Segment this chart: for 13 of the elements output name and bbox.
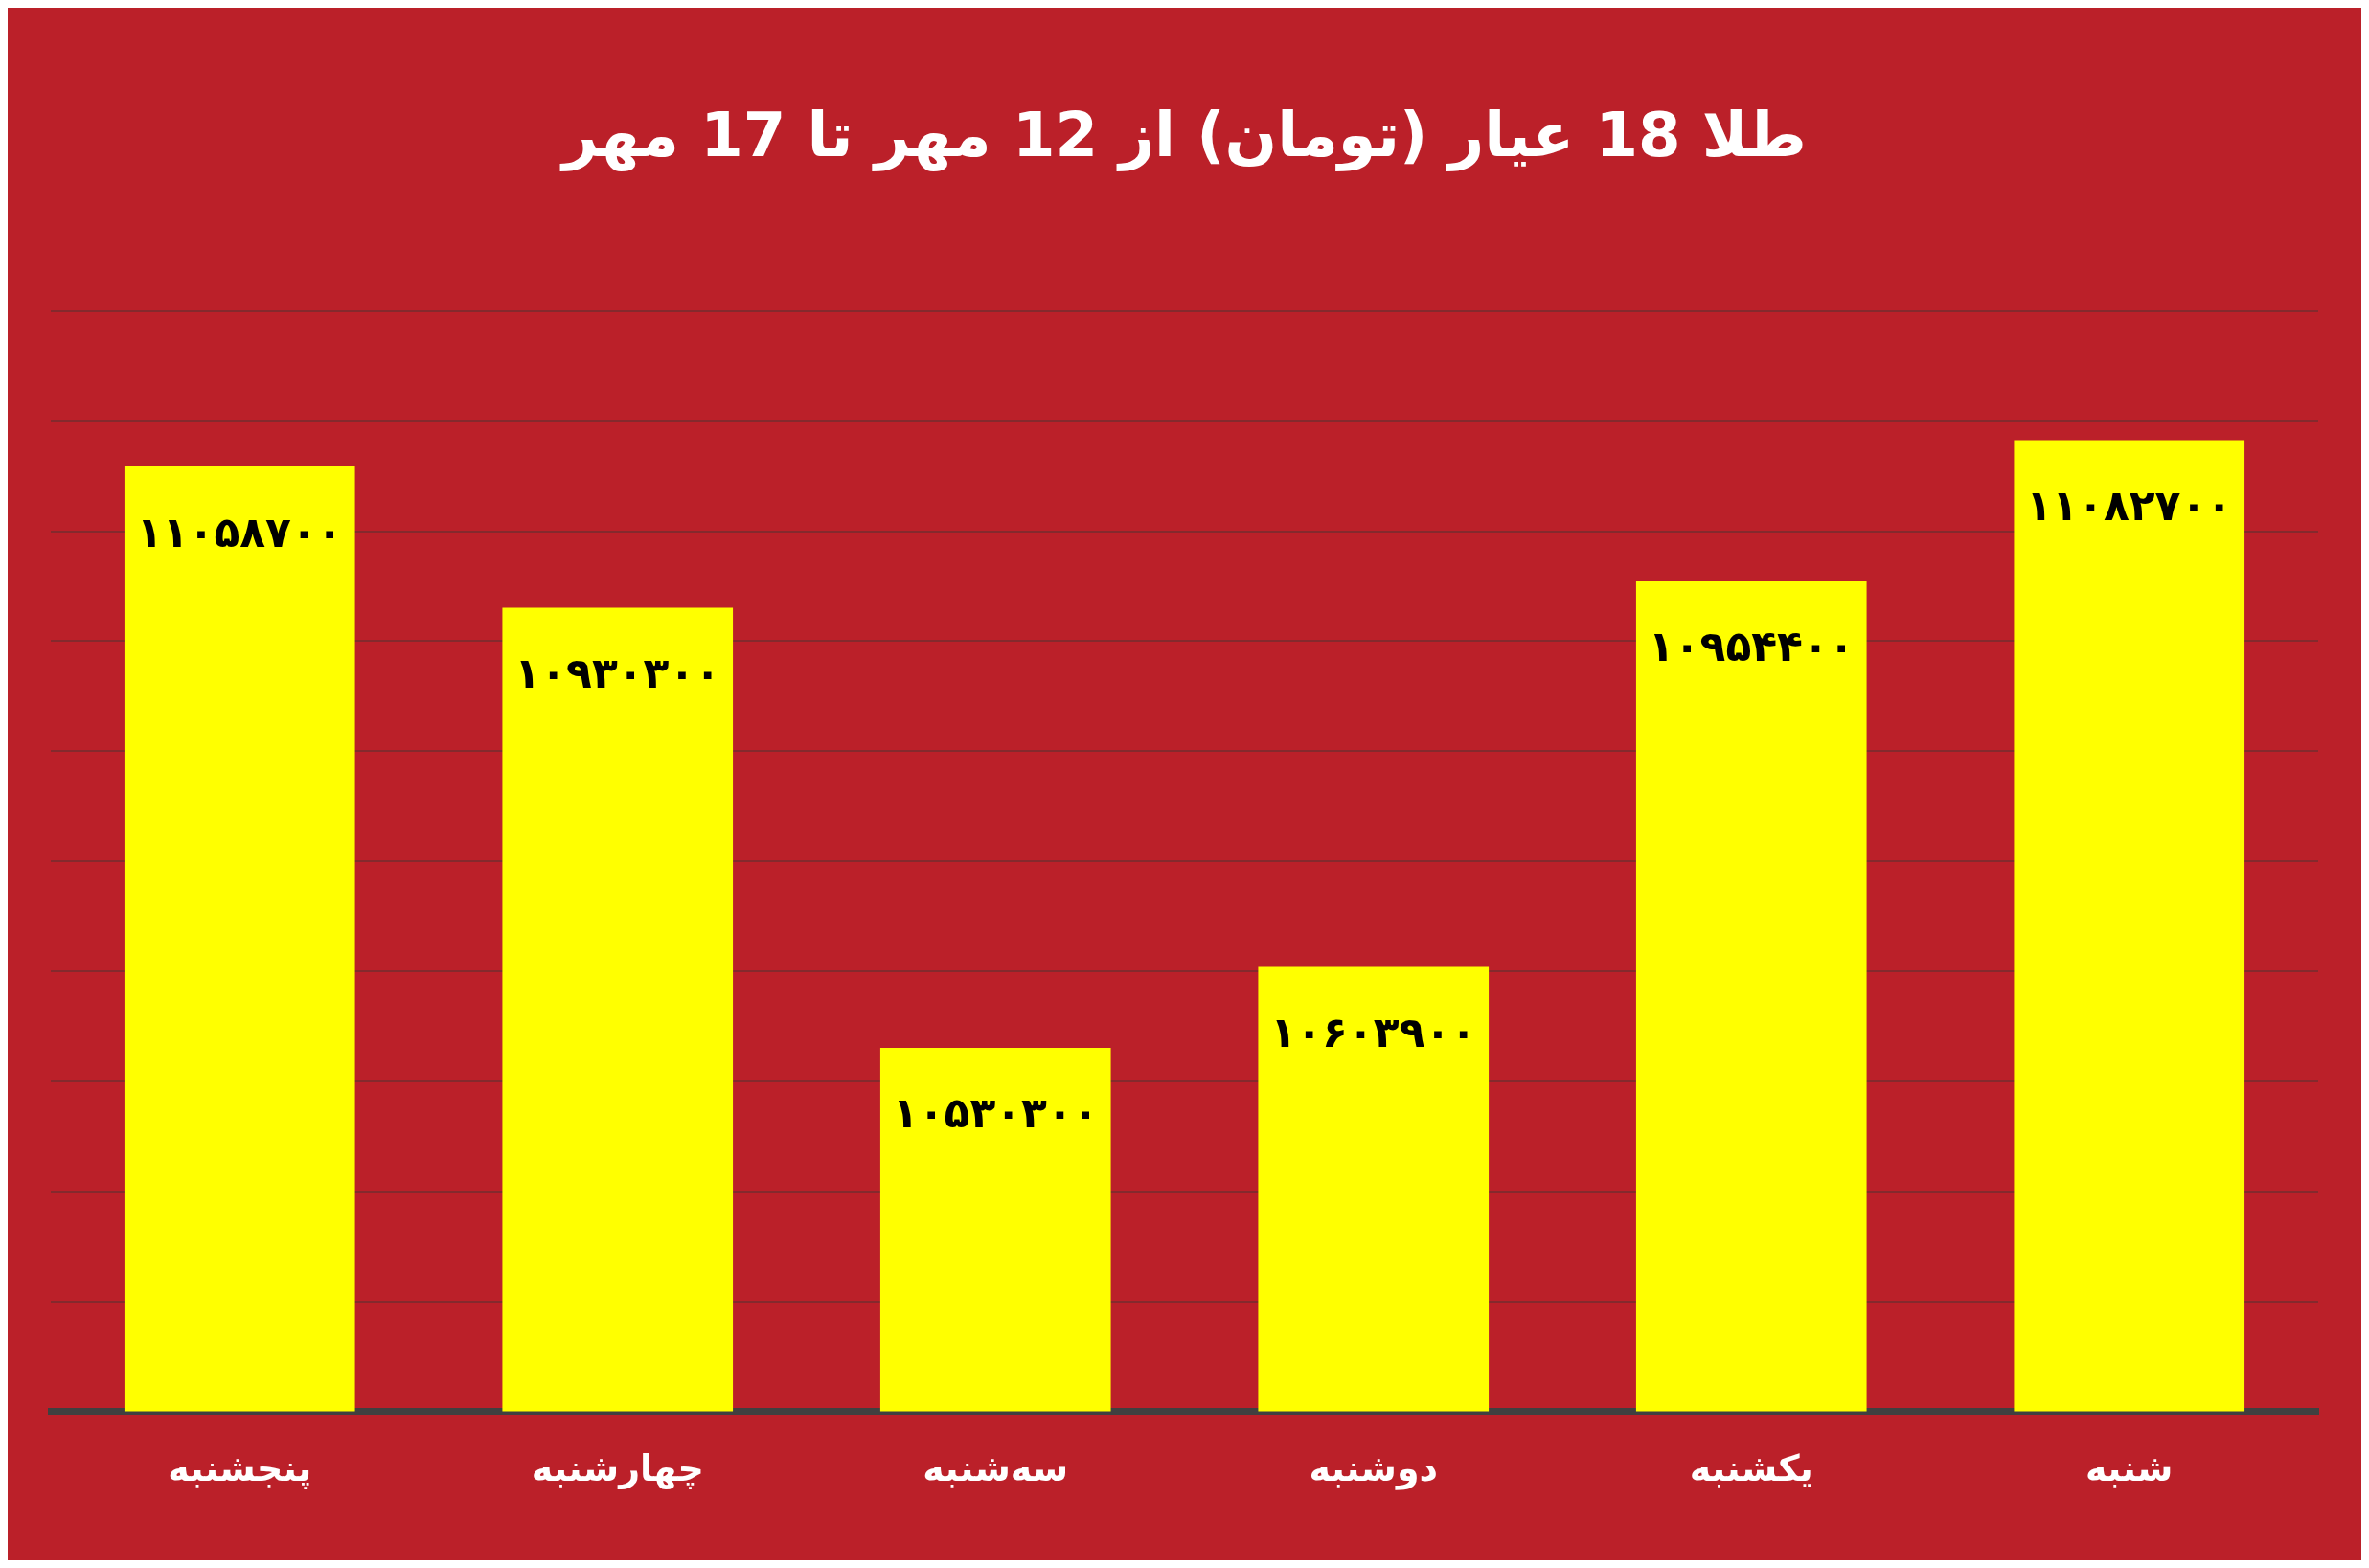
data-label: ۱۰۹۳۰۳۰۰ (514, 648, 721, 698)
x-tick-label: پنجشنبه (168, 1447, 312, 1490)
data-label: ۱۱۰۸۲۷۰۰ (2026, 480, 2233, 530)
data-label: ۱۱۰۵۸۷۰۰ (136, 507, 343, 557)
data-label: ۱۰۹۵۴۴۰۰ (1648, 622, 1855, 671)
chart-title: طلا 18 عیار (تومان) از 12 مهر تا 17 مهر (559, 100, 1807, 172)
x-tick-label: سه‌شنبه (923, 1447, 1069, 1490)
x-tick-label: شنبه (2085, 1447, 2174, 1490)
data-label: ۱۰۶۰۳۹۰۰ (1270, 1007, 1477, 1057)
x-tick-label: دوشنبه (1309, 1447, 1439, 1491)
x-tick-label: چهارشنبه (531, 1447, 704, 1490)
data-label: ۱۰۵۳۰۳۰۰ (892, 1088, 1099, 1138)
x-tick-label: یکشنبه (1689, 1447, 1813, 1490)
